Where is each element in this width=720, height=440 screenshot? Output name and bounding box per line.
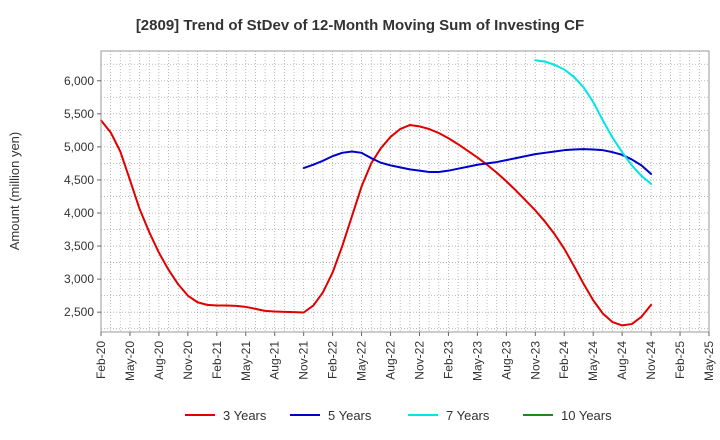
y-tick-label: 3,500 [64,239,94,253]
y-tick-label: 3,000 [64,272,94,286]
y-tick-label: 4,000 [64,206,94,220]
x-tick-label: May-25 [702,341,716,381]
y-tick-label: 2,500 [64,305,94,319]
x-tick-label: Feb-25 [673,341,687,379]
legend-label: 5 Years [328,408,372,423]
x-tick-label: Aug-20 [152,341,166,380]
x-tick-label: Nov-23 [528,341,542,380]
y-axis-ticks: 2,500 3,000 3,500 4,000 4,500 5,000 5,500 6,000 [64,74,101,319]
x-tick-label: Nov-20 [181,341,195,380]
series-line-5-years [302,148,653,175]
x-tick-label: May-24 [586,341,600,381]
x-axis-ticks: Feb-20 May-20 Aug-20 Nov-20 Feb-21 May-21 Aug-… [94,332,716,381]
x-tick-label: Nov-24 [644,341,658,380]
x-tick-label: Feb-21 [210,341,224,379]
x-tick-label: Nov-22 [412,341,426,380]
x-tick-label: Aug-21 [268,341,282,380]
x-tick-label: May-20 [123,341,137,381]
x-tick-label: Feb-22 [326,341,340,379]
series-lines [100,59,653,327]
x-tick-label: Aug-22 [384,341,398,380]
chart-title: [2809] Trend of StDev of 12-Month Moving… [136,17,584,34]
legend: 3 Years 5 Years 7 Years 10 Years [185,408,612,423]
x-tick-label: May-22 [355,341,369,381]
y-tick-label: 5,500 [64,107,94,121]
legend-label: 10 Years [561,408,612,423]
x-tick-label: May-23 [470,341,484,381]
x-tick-label: Feb-24 [557,341,571,379]
y-tick-label: 5,000 [64,140,94,154]
plot-area-border [100,50,710,333]
series-line-7-years [534,59,653,185]
y-axis-label: Amount (million yen) [7,132,22,251]
y-tick-label: 4,500 [64,173,94,187]
x-tick-label: Aug-24 [615,341,629,380]
legend-label: 3 Years [223,408,267,423]
x-tick-label: Feb-23 [441,341,455,379]
series-line-3-years [100,119,653,327]
grid [101,51,709,332]
y-tick-label: 6,000 [64,74,94,88]
x-tick-label: Feb-20 [94,341,108,379]
x-tick-label: Aug-23 [499,341,513,380]
x-tick-label: Nov-21 [297,341,311,380]
legend-label: 7 Years [446,408,490,423]
x-tick-label: May-21 [239,341,253,381]
